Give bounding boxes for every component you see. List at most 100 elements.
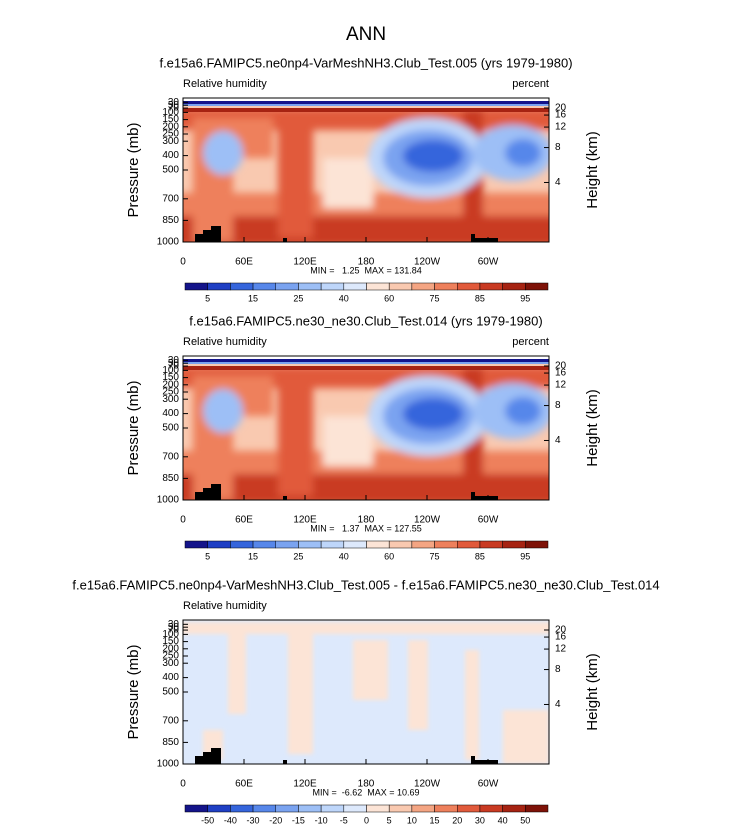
colorbar-box <box>184 282 208 291</box>
colorbar-box <box>411 804 435 813</box>
colorbar-box <box>252 804 276 813</box>
colorbar-box <box>411 540 435 549</box>
colorbar-box <box>252 282 276 291</box>
y-tick-label: 50 <box>168 622 180 633</box>
colorbar-label: 75 <box>430 293 440 303</box>
y-tick-label: 100 <box>162 107 179 118</box>
colorbar-box <box>184 540 208 549</box>
colorbar-label: 15 <box>430 815 440 825</box>
stats: MIN = 1.37 MAX = 127.55 <box>310 523 422 533</box>
colorbar-box <box>366 804 390 813</box>
colorbar-label: 50 <box>520 815 530 825</box>
colorbar-label: 5 <box>205 293 210 303</box>
y-tick-label: 1000 <box>157 759 180 770</box>
y2-tick-label: 4 <box>555 699 561 710</box>
y2-tick-label: 20 <box>555 361 567 372</box>
colorbar-box <box>479 540 503 549</box>
colorbar-label: 85 <box>475 551 485 561</box>
colorbar-label: 20 <box>452 815 462 825</box>
right-label: percent <box>512 78 549 90</box>
y-tick-label: 70 <box>168 361 180 372</box>
right-label: percent <box>512 336 549 348</box>
colorbar-box <box>457 804 481 813</box>
colorbar-box <box>388 804 413 813</box>
x-tick-label: 120E <box>293 257 317 268</box>
x-tick-label: 120E <box>293 779 317 790</box>
y2-tick-label: 12 <box>555 644 567 655</box>
y-tick-label: 100 <box>162 629 179 640</box>
x-tick-label: 0 <box>180 515 186 526</box>
y-tick-label: 300 <box>162 658 179 669</box>
y2-tick-label: 8 <box>555 400 561 411</box>
colorbar-box <box>525 282 549 291</box>
y2-axis-label: Height (km) <box>584 131 601 209</box>
colorbar-label: 15 <box>248 293 258 303</box>
colorbar-box <box>434 540 458 549</box>
y2-tick-label: 12 <box>555 122 567 133</box>
stats: MIN = -6.62 MAX = 10.69 <box>312 787 419 797</box>
colorbar-box <box>411 282 435 291</box>
colorbar-box <box>434 804 458 813</box>
y-tick-label: 200 <box>162 121 179 132</box>
colorbar-box <box>230 540 254 549</box>
contour-field <box>178 620 558 764</box>
colorbar-label: 95 <box>520 551 530 561</box>
x-tick-label: 180 <box>358 515 375 526</box>
colorbar-box <box>366 282 390 291</box>
colorbar-box <box>525 540 549 549</box>
y-tick-label: 500 <box>162 423 179 434</box>
stats: MIN = 1.25 MAX = 131.84 <box>310 265 422 275</box>
colorbar-box <box>502 282 526 291</box>
colorbar-label: 40 <box>498 815 508 825</box>
colorbar-box <box>184 804 208 813</box>
colorbar-box <box>298 282 322 291</box>
colorbar-box <box>320 804 345 813</box>
colorbar-label: -30 <box>247 815 260 825</box>
colorbar-box <box>298 804 322 813</box>
colorbar-box <box>388 282 413 291</box>
y-tick-label: 250 <box>162 387 179 398</box>
y2-tick-label: 8 <box>555 664 561 675</box>
x-tick-label: 120W <box>414 779 441 790</box>
x-tick-label: 180 <box>358 779 375 790</box>
panel-title: f.e15a6.FAMIPC5.ne0np4-VarMeshNH3.Club_T… <box>72 577 659 592</box>
x-tick-label: 120W <box>414 257 441 268</box>
colorbar-label: 25 <box>293 551 303 561</box>
x-tick-label: 60W <box>478 515 499 526</box>
y2-tick-label: 4 <box>555 177 561 188</box>
y2-tick-label: 4 <box>555 435 561 446</box>
y-tick-label: 200 <box>162 379 179 390</box>
colorbar-box <box>207 540 231 549</box>
x-tick-label: 0 <box>180 257 186 268</box>
colorbar-label: -5 <box>340 815 348 825</box>
x-tick-label: 60E <box>235 779 253 790</box>
colorbar-box <box>479 804 503 813</box>
colorbar-label: 0 <box>364 815 369 825</box>
colorbar-label: 60 <box>384 293 394 303</box>
colorbar-box <box>502 540 526 549</box>
x-tick-label: 0 <box>180 779 186 790</box>
y-tick-label: 300 <box>162 394 179 405</box>
colorbar-label: 10 <box>407 815 417 825</box>
y-tick-label: 500 <box>162 165 179 176</box>
y2-tick-label: 16 <box>555 110 567 121</box>
y2-tick-label: 16 <box>555 368 567 379</box>
colorbar-label: 40 <box>339 293 349 303</box>
colorbar-label: -10 <box>315 815 328 825</box>
y-tick-label: 150 <box>162 636 179 647</box>
panel-title: f.e15a6.FAMIPC5.ne0np4-VarMeshNH3.Club_T… <box>159 55 572 70</box>
y-axis-label: Pressure (mb) <box>125 122 142 217</box>
figure-title: ANN <box>346 24 386 45</box>
y-tick-label: 500 <box>162 687 179 698</box>
colorbar-box <box>230 282 254 291</box>
y-tick-label: 400 <box>162 408 179 419</box>
y-tick-label: 250 <box>162 651 179 662</box>
y-tick-label: 1000 <box>157 495 180 506</box>
y-tick-label: 50 <box>168 358 180 369</box>
x-tick-label: 60E <box>235 515 253 526</box>
y-tick-label: 150 <box>162 372 179 383</box>
x-tick-label: 120W <box>414 515 441 526</box>
colorbar-box <box>207 804 231 813</box>
y-axis-label: Pressure (mb) <box>125 380 142 475</box>
colorbar-box <box>457 282 481 291</box>
